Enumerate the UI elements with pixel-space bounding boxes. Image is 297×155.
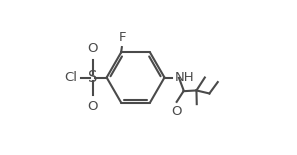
Text: O: O — [88, 100, 98, 113]
Text: F: F — [119, 31, 126, 44]
Text: S: S — [88, 70, 98, 85]
Text: O: O — [88, 42, 98, 55]
Text: O: O — [171, 105, 182, 118]
Text: NH: NH — [175, 71, 195, 84]
Text: Cl: Cl — [65, 71, 78, 84]
